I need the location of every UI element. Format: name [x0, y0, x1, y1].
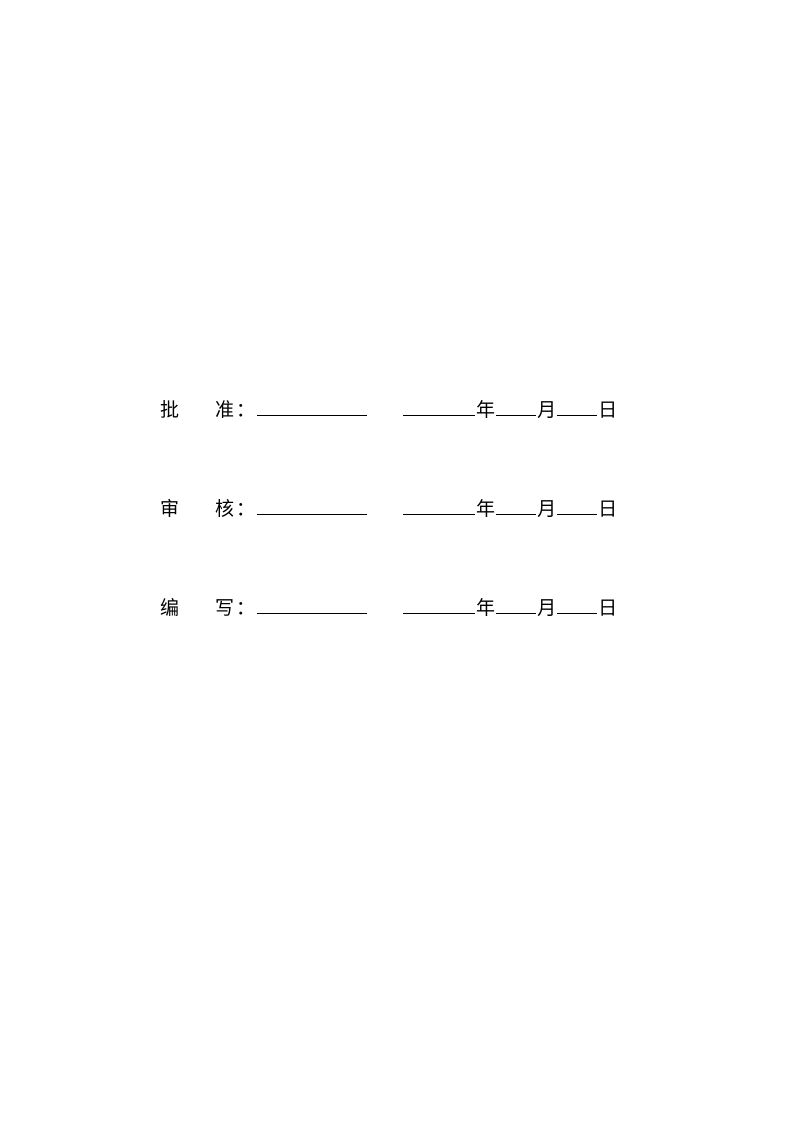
month-unit: 月 — [537, 494, 556, 521]
author-label-char1: 编 — [160, 593, 179, 620]
approval-name-field[interactable] — [257, 397, 367, 416]
approval-year-field[interactable] — [403, 397, 475, 416]
review-day-field[interactable] — [557, 496, 597, 515]
year-unit: 年 — [476, 395, 495, 422]
approval-day-field[interactable] — [557, 397, 597, 416]
author-label-char2: 写 — [215, 593, 234, 620]
month-unit: 月 — [537, 593, 556, 620]
year-unit: 年 — [476, 494, 495, 521]
author-row: 编 写 ： 年 月 日 — [160, 593, 680, 620]
approval-month-field[interactable] — [496, 397, 536, 416]
review-colon: ： — [236, 494, 255, 521]
approval-label-char2: 准 — [215, 395, 234, 422]
author-name-field[interactable] — [257, 595, 367, 614]
author-day-field[interactable] — [557, 595, 597, 614]
review-month-field[interactable] — [496, 496, 536, 515]
review-year-field[interactable] — [403, 496, 475, 515]
author-month-field[interactable] — [496, 595, 536, 614]
review-label-char2: 核 — [215, 494, 234, 521]
approval-colon: ： — [236, 395, 255, 422]
approval-label-char1: 批 — [160, 395, 179, 422]
review-name-field[interactable] — [257, 496, 367, 515]
day-unit: 日 — [598, 593, 617, 620]
day-unit: 日 — [598, 395, 617, 422]
approval-row: 批 准 ： 年 月 日 — [160, 395, 680, 422]
author-colon: ： — [236, 593, 255, 620]
signature-block: 批 准 ： 年 月 日 审 核 ： 年 月 日 编 写 ： 年 月 日 — [160, 395, 680, 692]
review-label-char1: 审 — [160, 494, 179, 521]
year-unit: 年 — [476, 593, 495, 620]
month-unit: 月 — [537, 395, 556, 422]
author-year-field[interactable] — [403, 595, 475, 614]
review-row: 审 核 ： 年 月 日 — [160, 494, 680, 521]
day-unit: 日 — [598, 494, 617, 521]
